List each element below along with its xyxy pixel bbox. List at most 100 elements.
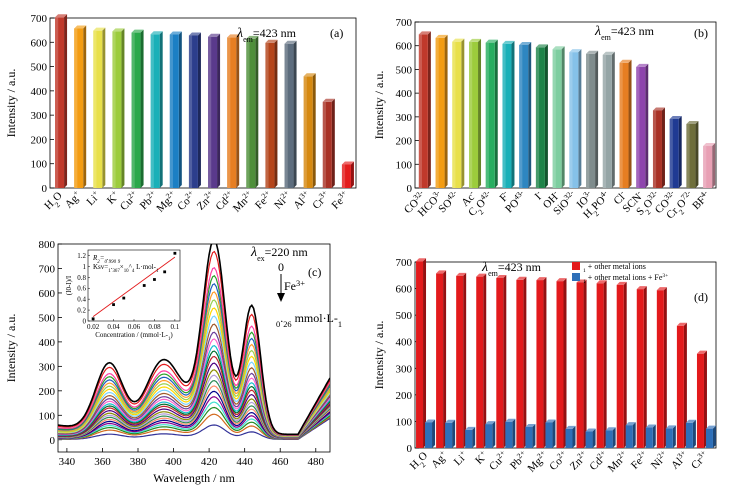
- y-tick-label: 400: [39, 337, 56, 349]
- bar: [303, 73, 316, 188]
- x-tick-label: Mg2+: [153, 188, 180, 215]
- bar-metal-ions-fe: [545, 419, 556, 448]
- y-tick-label: 400: [31, 86, 48, 98]
- plot-frame: [49, 17, 357, 189]
- inset-y-tick-label: 0: [83, 318, 87, 326]
- bar: [602, 51, 615, 189]
- legend-label: 1 + other metal ions: [583, 262, 646, 274]
- x-tick-label: Ag+: [427, 448, 450, 471]
- bar-metal-ions-fe: [625, 422, 636, 448]
- bar-metal-ions: [536, 277, 547, 448]
- bar-top: [456, 272, 467, 276]
- bar-front: [565, 428, 573, 448]
- bar-front: [556, 281, 564, 448]
- bar: [55, 14, 68, 189]
- bar-highlight: [150, 34, 154, 189]
- bar-front: [636, 66, 646, 188]
- bar-metal-ions: [696, 350, 707, 448]
- bar-front: [596, 283, 604, 448]
- bar-metal-ions: [496, 274, 507, 448]
- bar: [246, 35, 259, 189]
- lambda-em-label: λem=423 nm: [594, 24, 655, 42]
- bar-top: [616, 281, 627, 285]
- bar-front: [485, 42, 495, 189]
- bar-front: [55, 17, 65, 189]
- bar-front: [284, 43, 294, 188]
- bar-front: [525, 427, 533, 448]
- x-tick-label: Cl-: [610, 188, 630, 208]
- inset-point: [142, 284, 146, 287]
- bar-side: [444, 34, 448, 188]
- bar-side: [563, 278, 567, 448]
- bar: [619, 59, 632, 188]
- bar-top: [416, 258, 427, 262]
- x-tick-label: Mn2+: [604, 448, 631, 475]
- bar-front: [93, 30, 103, 188]
- bar-front: [516, 279, 524, 448]
- bar-metal-ions-fe: [585, 428, 596, 448]
- bar-front: [322, 101, 332, 188]
- x-tick-label: Co2+: [173, 188, 198, 213]
- y-tick-label: 100: [396, 416, 413, 428]
- bar-front: [496, 277, 504, 448]
- bar-highlight: [619, 62, 623, 188]
- bar-front: [452, 41, 462, 188]
- panel-label: (a): [330, 26, 343, 40]
- arrow-ion-label: Fe3+: [284, 279, 305, 294]
- bar-top: [656, 287, 667, 291]
- bar-highlight: [341, 164, 346, 188]
- bar-side: [544, 44, 548, 189]
- y-axis-label: Intensity / a.u.: [372, 71, 386, 140]
- bar-metal-ions: [616, 281, 627, 448]
- bar-front: [569, 52, 579, 188]
- y-tick-label: 600: [39, 288, 56, 300]
- bar-top: [452, 38, 465, 42]
- bar-highlight: [55, 17, 59, 189]
- x-tick-label: Cr3+: [687, 448, 711, 472]
- inset-r2-label: R2=0.990 9: [92, 254, 121, 265]
- bar-front: [705, 428, 713, 448]
- bar-metal-ions: [476, 273, 487, 448]
- bar-front: [669, 118, 679, 188]
- x-tick-label: 440: [236, 456, 253, 468]
- x-tick-label: Ac-: [458, 188, 479, 209]
- bar-metal-ions: [556, 278, 567, 448]
- bar-side: [197, 32, 201, 188]
- y-tick-label: 600: [396, 284, 413, 296]
- bar-highlight: [452, 41, 456, 188]
- lambda-ex-label: λex=220 nm: [250, 245, 308, 263]
- x-tick-label: 480: [308, 456, 325, 468]
- bar-front: [265, 42, 275, 189]
- bar-top: [418, 31, 431, 35]
- bar-side: [643, 286, 647, 448]
- bar: [169, 31, 182, 189]
- bar-side: [423, 258, 427, 448]
- bar-top: [169, 31, 182, 35]
- y-axis-label: Intensity / a.u.: [4, 314, 18, 383]
- bar-front: [652, 110, 662, 188]
- bar-top: [131, 29, 144, 33]
- bar-side: [331, 98, 335, 188]
- bar-highlight: [703, 146, 707, 188]
- x-tick-label: Al3+: [289, 188, 313, 212]
- y-tick-label: 300: [396, 112, 413, 124]
- bar-side: [350, 161, 354, 188]
- bar-top: [469, 38, 482, 42]
- bar-highlight: [469, 41, 473, 188]
- bar-top: [485, 39, 498, 43]
- inset-point: [173, 251, 177, 255]
- bar-top: [465, 426, 476, 430]
- lambda-em-label: λem=423 nm: [481, 260, 542, 278]
- bar-side: [543, 277, 547, 448]
- bar-top: [341, 161, 354, 165]
- bar: [535, 44, 548, 189]
- bar-front: [703, 146, 713, 188]
- x-tick-label: Cu2+: [116, 188, 141, 213]
- bar-front: [169, 34, 179, 189]
- bar-metal-ions-fe: [565, 425, 576, 448]
- bar: [150, 31, 163, 189]
- legend-swatch: [572, 262, 580, 270]
- bar-top: [686, 120, 699, 124]
